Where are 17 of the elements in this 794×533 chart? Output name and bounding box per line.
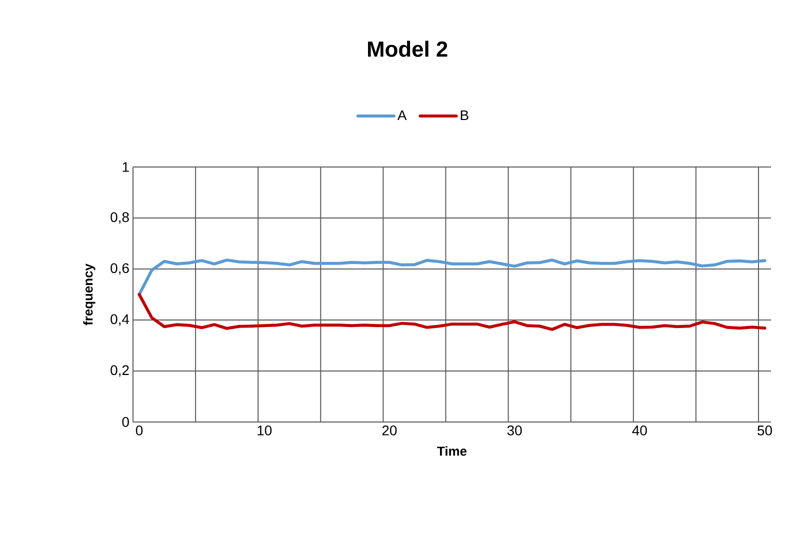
y-tick-label: 1 bbox=[122, 162, 129, 172]
legend-label: B bbox=[460, 110, 468, 120]
x-axis-title: Time bbox=[437, 446, 467, 456]
x-tick-label: 0 bbox=[136, 426, 143, 436]
chart-title: Model 2 bbox=[368, 40, 448, 57]
y-tick-label: 0,6 bbox=[110, 263, 129, 275]
x-tick-label: 40 bbox=[632, 426, 647, 436]
x-tick-label: 50 bbox=[758, 426, 772, 436]
legend-label: A bbox=[397, 110, 407, 120]
x-tick-label: 10 bbox=[258, 426, 272, 436]
x-tick-label: 30 bbox=[507, 426, 522, 436]
x-tick-label: 20 bbox=[382, 426, 397, 436]
y-tick-label: 0,8 bbox=[110, 212, 129, 224]
y-tick-label: 0 bbox=[122, 417, 129, 427]
y-tick-label: 0,4 bbox=[110, 314, 130, 326]
y-axis-title: frequency bbox=[83, 264, 96, 326]
y-tick-label: 0,2 bbox=[110, 365, 129, 377]
